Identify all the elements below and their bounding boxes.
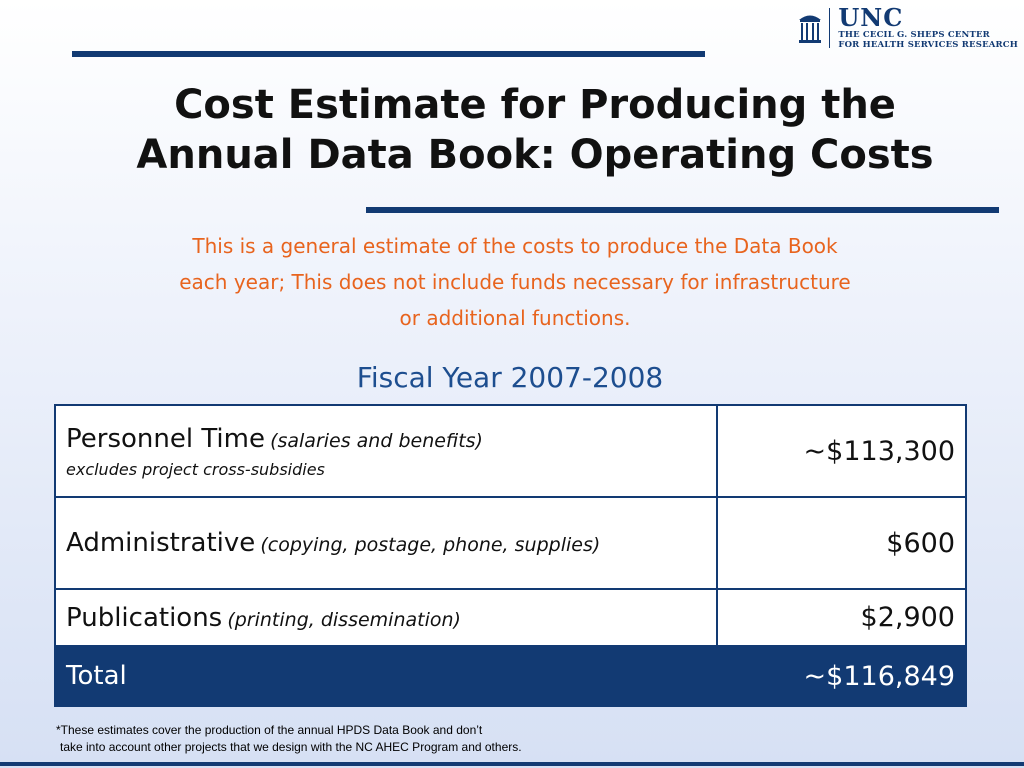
old-well-icon [799, 15, 822, 43]
title-line-1: Cost Estimate for Producing the [174, 82, 896, 128]
total-label: Total [54, 645, 718, 707]
cost-amount: $2,900 [716, 588, 967, 647]
cost-table: Personnel Time (salaries and benefits) e… [54, 404, 967, 707]
cost-subnote: excludes project cross-subsidies [66, 459, 325, 479]
cost-label-cell: Administrative (copying, postage, phone,… [54, 496, 718, 590]
cost-detail: (salaries and benefits) [270, 429, 483, 452]
cost-label: Publications [66, 602, 223, 633]
cost-detail: (printing, dissemination) [227, 608, 461, 631]
note-line-2: each year; This does not include funds n… [179, 270, 851, 294]
unc-sheps-logo: UNC THE CECIL G. SHEPS CENTER FOR HEALTH… [797, 6, 1018, 50]
table-row: Administrative (copying, postage, phone,… [54, 496, 967, 590]
cost-label: Personnel Time [66, 423, 265, 454]
cost-label: Administrative [66, 528, 256, 558]
top-rule [72, 51, 705, 57]
title-line-2: Annual Data Book: Operating Costs [136, 132, 934, 178]
table-row: Personnel Time (salaries and benefits) e… [54, 404, 967, 498]
total-row: Total ~$116,849 [54, 645, 967, 707]
cost-amount: $600 [716, 496, 967, 590]
table-row: Publications (printing, dissemination) $… [54, 588, 967, 647]
total-amount: ~$116,849 [716, 645, 967, 707]
fiscal-year-heading: Fiscal Year 2007-2008 [356, 361, 664, 394]
logo-subtitle-2: FOR HEALTH SERVICES RESEARCH [838, 40, 1018, 50]
footnote-line-1: *These estimates cover the production of… [56, 723, 483, 737]
logo-divider [829, 8, 831, 48]
bottom-rule [0, 762, 1024, 766]
cost-label-cell: Publications (printing, dissemination) [54, 588, 718, 647]
logo-subtitle-1: THE CECIL G. SHEPS CENTER [838, 30, 990, 40]
slide-title: Cost Estimate for Producing the Annual D… [60, 80, 1010, 180]
cost-detail: (copying, postage, phone, supplies) [260, 534, 601, 556]
estimate-note: This is a general estimate of the costs … [100, 228, 930, 336]
footnote: *These estimates cover the production of… [56, 722, 756, 756]
cost-label-cell: Personnel Time (salaries and benefits) e… [54, 404, 718, 498]
logo-name: UNC [838, 3, 904, 32]
footnote-line-2: take into account other projects that we… [60, 740, 522, 754]
note-line-3: or additional functions. [399, 306, 631, 330]
middle-rule [366, 207, 999, 213]
cost-amount: ~$113,300 [716, 404, 967, 498]
note-line-1: This is a general estimate of the costs … [192, 234, 838, 258]
